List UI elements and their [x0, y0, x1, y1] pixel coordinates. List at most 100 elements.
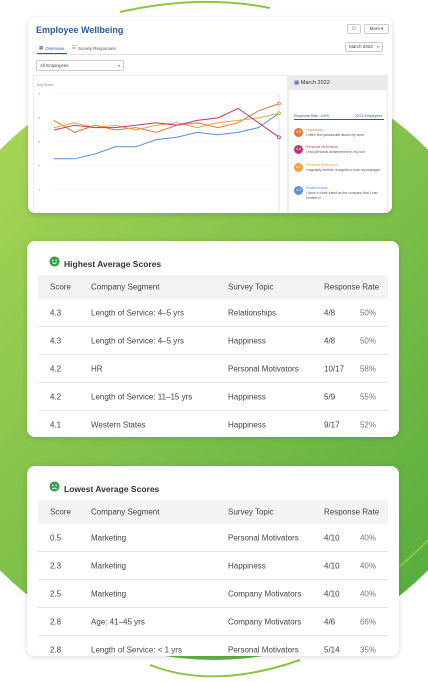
row-topic: Personal Motivators: [228, 533, 299, 542]
row-percent: 58%: [359, 364, 376, 373]
tab-survey-responses[interactable]: ☰ Survey Responses: [72, 45, 116, 51]
row-topic: Happiness: [228, 392, 266, 401]
chart-area: Avg Score012345APRMAYJUNJULAUGSEPOCTNOVD…: [33, 75, 288, 213]
header-topic: Survey Topic: [228, 282, 274, 292]
tab-divider: [36, 54, 384, 55]
series-line: [54, 112, 280, 160]
row-score: 2.8: [50, 645, 62, 655]
date-select-value: March 2022: [349, 44, 373, 49]
highest-scores-title: Highest Average Scores: [64, 259, 162, 269]
header-score: Score: [50, 282, 71, 292]
table-row[interactable]: 0.5 Marketing Personal Motivators 4/10 4…: [38, 524, 388, 552]
row-topic: Happiness: [228, 561, 266, 570]
row-rate: 9/17: [324, 420, 340, 430]
row-topic: Company Motivators: [228, 589, 302, 598]
row-rate: 5/9: [324, 392, 336, 401]
row-topic: Relationships: [228, 308, 277, 317]
row-segment: Length of Service: 4–5 yrs: [91, 308, 184, 317]
row-percent: 40%: [359, 533, 376, 542]
list-icon: ☰: [72, 45, 77, 50]
table-row[interactable]: 4.2 HR Personal Motivators 10/17 58%: [38, 355, 388, 383]
chevron-down-icon: ▾: [117, 63, 120, 68]
response-rate-label: Response Rate: 100%: [294, 114, 330, 118]
row-segment: Marketing: [91, 561, 127, 570]
row-rate: 10/17: [324, 364, 345, 373]
row-topic: Company Motivators: [228, 617, 302, 626]
table-row[interactable]: 2.3 Marketing Happiness 4/10 40%: [38, 552, 388, 580]
response-rate-bar: [294, 119, 384, 120]
row-score: 4.3: [50, 308, 62, 317]
row-percent: 40%: [359, 589, 376, 598]
row-percent: 35%: [359, 645, 376, 655]
table-row[interactable]: 4.1 Western States Happiness 9/17 52%: [38, 411, 388, 439]
tab-overview-label: Overview: [45, 45, 65, 51]
row-score: 2.8: [50, 617, 62, 626]
topic-name: Personal Motivators: [306, 145, 338, 149]
y-tick-label: 0: [38, 212, 40, 213]
chevron-down-icon: ▾: [381, 26, 384, 31]
more-button[interactable]: More ▾: [364, 24, 389, 34]
row-topic: Happiness: [228, 336, 266, 345]
table-row[interactable]: 4.3 Length of Service: 4–5 yrs Happiness…: [38, 327, 388, 355]
row-segment: HR: [91, 364, 103, 373]
row-percent: 66%: [359, 617, 376, 626]
row-rate: 4/8: [324, 336, 336, 345]
user-icon: ☺: [350, 26, 358, 32]
row-rate: 5/14: [324, 645, 340, 655]
calendar-icon: ▦: [294, 80, 300, 86]
grid-icon: ▦: [39, 45, 44, 50]
row-topic: Personal Motivators: [228, 645, 299, 655]
row-percent: 50%: [359, 336, 376, 345]
table-row[interactable]: 4.3 Length of Service: 4–5 yrs Relations…: [38, 299, 388, 327]
row-segment: Age: 41–45 yrs: [91, 617, 145, 626]
row-percent: 52%: [359, 420, 376, 430]
topic-description: I have a close friend at the company tha…: [306, 191, 378, 200]
table-header: Score Company Segment Survey Topic Respo…: [38, 500, 388, 524]
table-row[interactable]: 2.8 Age: 41–45 yrs Company Motivators 4/…: [38, 608, 388, 636]
topic-name: Happiness: [306, 128, 323, 132]
side-panel-title: March 2022: [300, 80, 330, 86]
row-segment: Length of Service: 11–15 yrs: [91, 392, 193, 401]
header-segment: Company Segment: [91, 282, 160, 292]
row-rate: 4/10: [324, 533, 340, 542]
series-point[interactable]: [277, 135, 281, 139]
tab-overview[interactable]: ▦ Overview: [39, 45, 64, 51]
series-point[interactable]: [277, 111, 281, 115]
header-rate: Response Rate: [324, 507, 380, 517]
topic-description: I find personal achievement in my role: [306, 150, 365, 154]
header-rate: Response Rate: [324, 282, 380, 292]
y-tick-label: 4: [38, 116, 40, 120]
series-point[interactable]: [277, 101, 281, 106]
add-user-button[interactable]: ☺: [347, 24, 361, 34]
row-score: 4.2: [50, 364, 62, 373]
y-axis-label: Avg Score: [37, 83, 53, 87]
row-score: 4.2: [50, 392, 62, 401]
row-rate: 4/6: [324, 617, 336, 626]
date-select[interactable]: March 2022 ▾: [345, 42, 383, 52]
employee-select[interactable]: All Employees ▾: [36, 60, 124, 71]
table-row[interactable]: 2.5 Marketing Company Motivators 4/10 40…: [38, 580, 388, 608]
header-score: Score: [50, 507, 71, 517]
row-score: 2.3: [50, 561, 62, 570]
row-segment: Marketing: [91, 533, 127, 542]
row-segment: Western States: [91, 420, 146, 430]
line-chart: Avg Score012345APRMAYJUNJULAUGSEPOCTNOVD…: [37, 83, 281, 213]
more-label: More: [369, 26, 380, 31]
lowest-scores-card: Lowest Average Scores Score Company Segm…: [27, 466, 399, 656]
header-topic: Survey Topic: [228, 507, 274, 517]
row-segment: Length of Service: 4–5 yrs: [91, 336, 184, 345]
topic-score-badge: 4.2: [294, 186, 303, 195]
table-row[interactable]: 4.2 Length of Service: 11–15 yrs Happine…: [38, 383, 388, 411]
y-tick-label: 2: [38, 164, 40, 168]
row-score: 4.1: [50, 420, 62, 430]
topic-name: Relationships: [306, 186, 328, 190]
table-row[interactable]: 2.8 Length of Service: < 1 yrs Personal …: [38, 636, 388, 664]
row-percent: 55%: [359, 392, 376, 401]
row-rate: 4/10: [324, 589, 340, 598]
side-panel: ▦ March 2022 Response Rate: 100% 22/22 E…: [288, 75, 388, 213]
row-segment: Marketing: [91, 589, 127, 598]
series-line: [53, 107, 280, 138]
row-score: 0.5: [50, 533, 62, 542]
highest-scores-card: Highest Average Scores Score Company Seg…: [27, 241, 399, 437]
topic-name: Personal Motivators: [306, 163, 338, 167]
